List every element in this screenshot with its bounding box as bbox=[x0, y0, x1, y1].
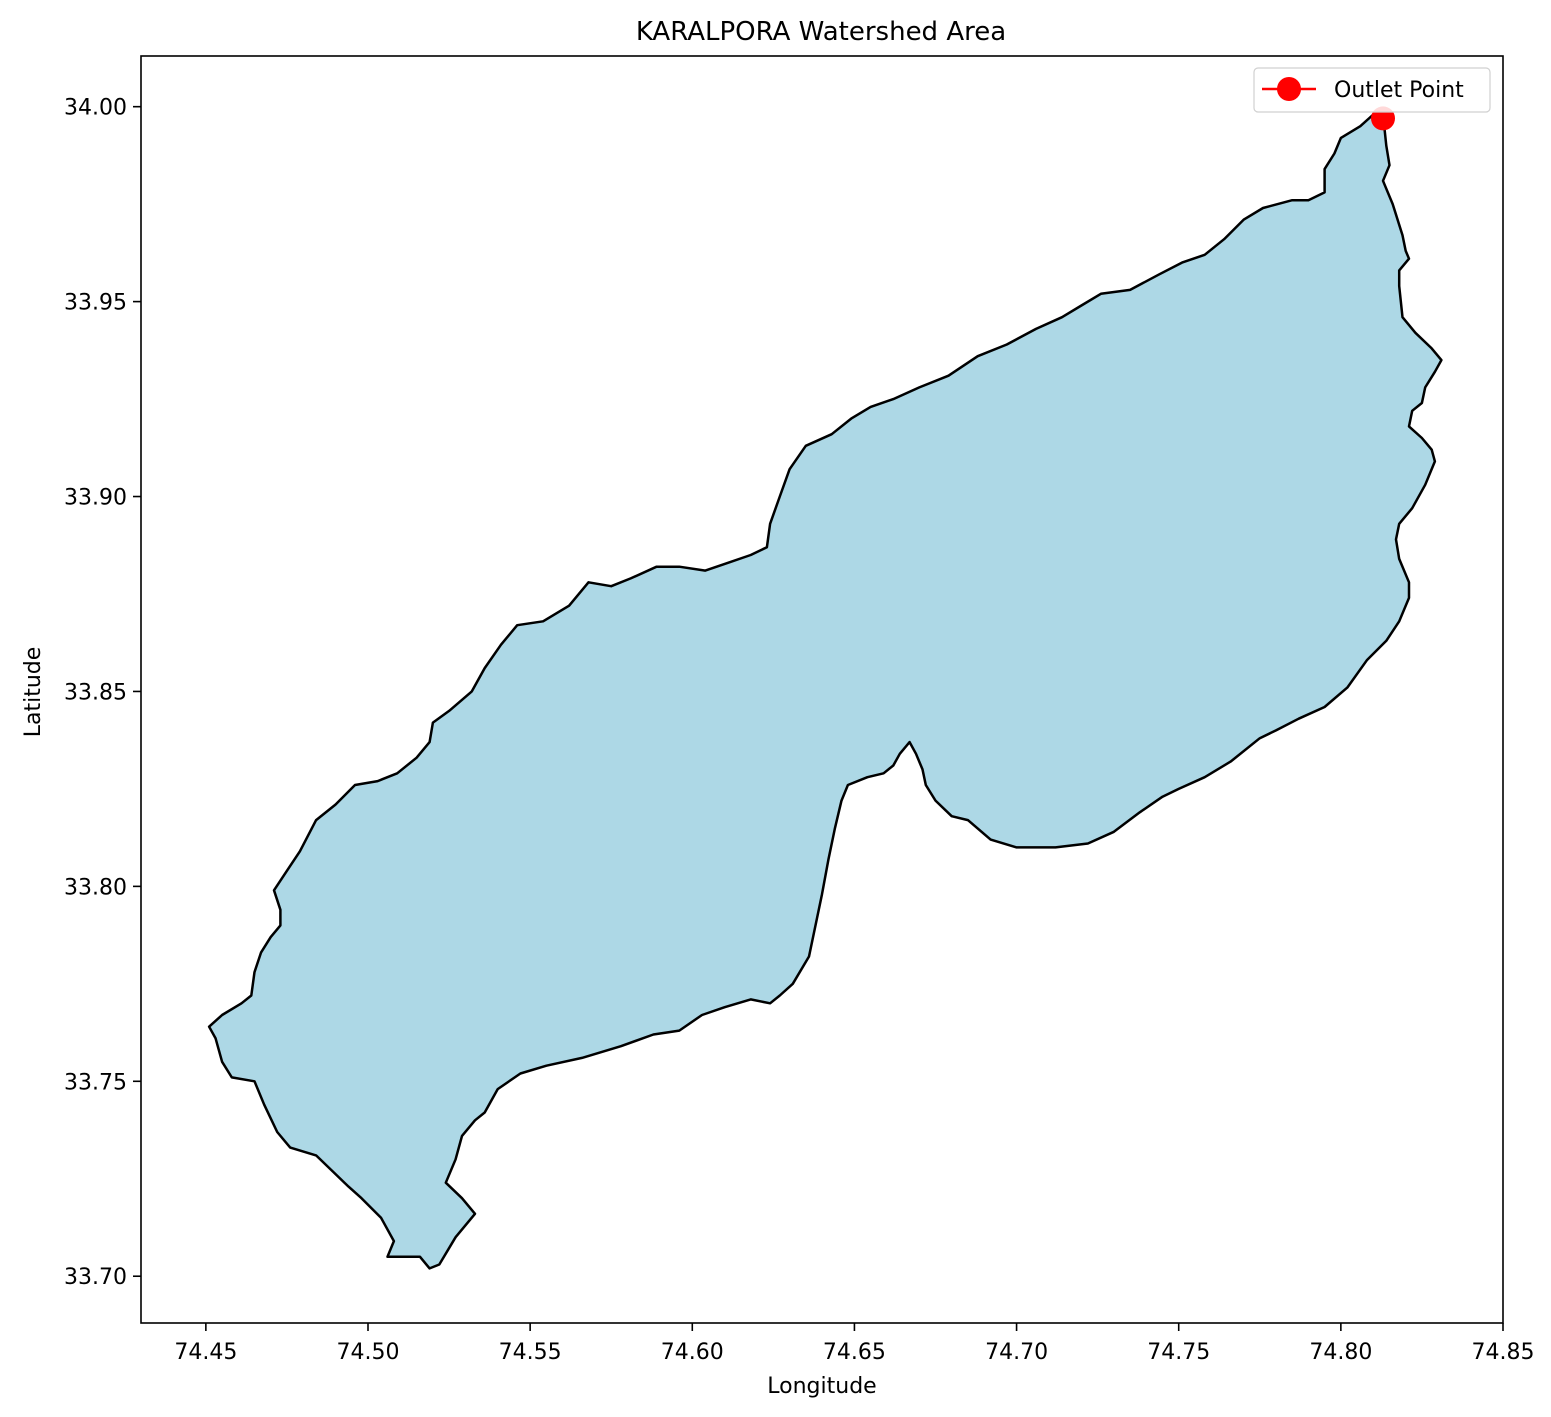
legend-label-outlet: Outlet Point bbox=[1334, 78, 1464, 103]
x-tick-label: 74.55 bbox=[499, 1340, 562, 1365]
x-tick-label: 74.80 bbox=[1309, 1340, 1372, 1365]
x-tick-label: 74.75 bbox=[1147, 1340, 1210, 1365]
y-tick-label: 33.80 bbox=[64, 875, 127, 900]
watershed-polygon bbox=[207, 113, 1443, 1270]
x-tick-label: 74.50 bbox=[337, 1340, 400, 1365]
x-tick-label: 74.60 bbox=[661, 1340, 724, 1365]
y-tick-label: 33.70 bbox=[64, 1265, 127, 1290]
y-tick-label: 33.85 bbox=[64, 680, 127, 705]
plot-area bbox=[207, 106, 1443, 1270]
legend-marker-icon bbox=[1277, 77, 1301, 101]
y-axis: 33.70 33.75 33.80 33.85 33.90 33.95 34.00 bbox=[64, 96, 141, 1290]
y-tick-label: 33.90 bbox=[64, 486, 127, 511]
x-tick-label: 74.70 bbox=[985, 1340, 1048, 1365]
x-axis: 74.45 74.50 74.55 74.60 74.65 74.70 74.75 74.80… bbox=[174, 1323, 1534, 1365]
x-tick-label: 74.65 bbox=[823, 1340, 886, 1365]
legend-box bbox=[1253, 67, 1491, 113]
y-axis-label: Latitude bbox=[21, 647, 46, 738]
x-tick-label: 74.85 bbox=[1472, 1340, 1535, 1365]
y-tick-label: 33.95 bbox=[64, 291, 127, 316]
plot-frame bbox=[140, 55, 1504, 1324]
chart-title: KARALPORA Watershed Area bbox=[636, 17, 1006, 47]
x-tick-label: 74.45 bbox=[174, 1340, 237, 1365]
legend: Outlet Point bbox=[1253, 67, 1491, 113]
y-tick-label: 33.75 bbox=[64, 1070, 127, 1095]
x-axis-label: Longitude bbox=[767, 1374, 876, 1399]
y-tick-label: 34.00 bbox=[64, 96, 127, 121]
